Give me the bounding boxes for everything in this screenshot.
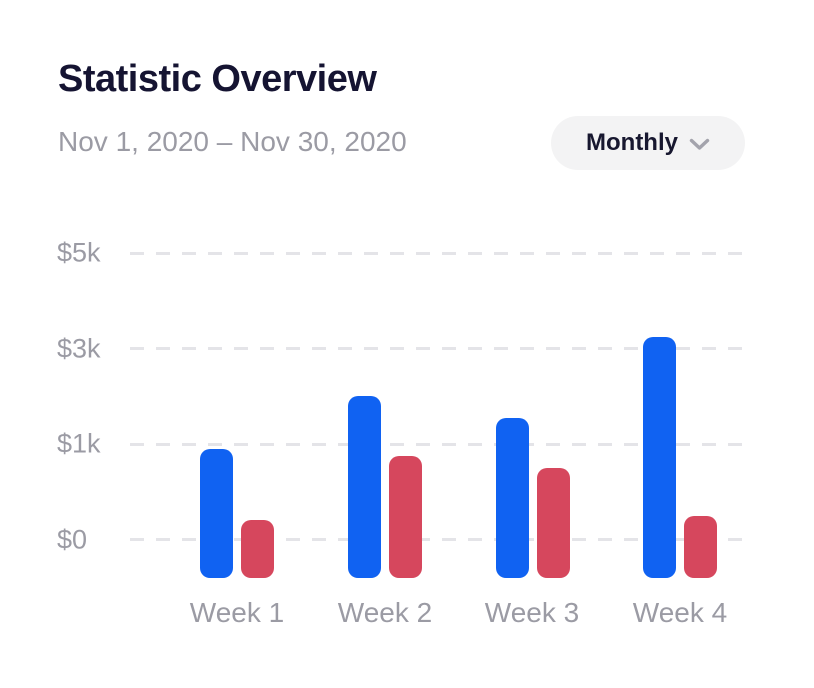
gridline-5k [130,252,745,255]
date-range: Nov 1, 2020 – Nov 30, 2020 [58,126,407,157]
y-axis-label-5k: $5k [57,237,101,268]
bar-week2-blue [348,396,381,578]
x-axis-label-week4: Week 4 [632,597,728,628]
bar-week4-blue [643,336,676,578]
bar-week2-red [389,456,422,578]
x-axis-label-week3: Week 3 [484,597,580,628]
x-axis-label-week2: Week 2 [337,597,433,628]
gridline-3k [130,347,745,350]
chevron-down-icon [689,138,710,151]
page-title: Statistic Overview [58,58,377,100]
y-axis-label-0: $0 [57,524,88,555]
y-axis-label-3k: $3k [57,333,101,364]
x-axis-label-week1: Week 1 [189,597,285,628]
bar-week1-blue [200,448,233,578]
gridline-0 [130,538,745,541]
period-dropdown-label: Monthly [586,129,678,156]
bar-week3-red [536,467,570,578]
y-axis-label-1k: $1k [57,428,101,459]
period-dropdown[interactable]: Monthly [551,116,745,170]
bar-week1-red [241,520,274,578]
gridline-1k [130,443,745,446]
bar-week3-blue [495,417,529,578]
bar-week4-red [684,515,717,578]
